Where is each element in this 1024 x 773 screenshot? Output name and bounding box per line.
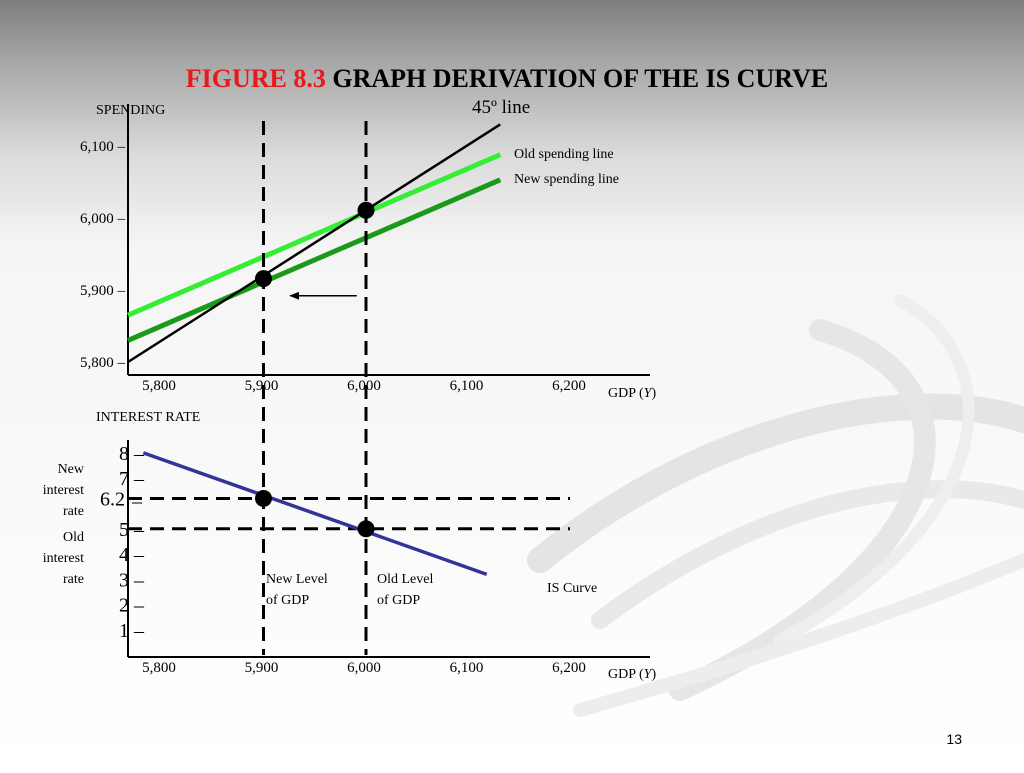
old-spending-line-label: Old spending line <box>514 147 614 162</box>
45-degree-line-label: 45º line <box>472 97 530 118</box>
decorative-swoosh <box>527 294 1024 717</box>
old-interest-rate-label: Old <box>63 530 84 545</box>
new-spending-line <box>127 177 502 343</box>
interest-x-axis-label: GDP (Y) <box>608 667 656 682</box>
spending-x-tick-label: 6,100 <box>450 378 484 394</box>
interest-y-tick-label: 7 – <box>119 468 145 490</box>
interest-y-tick-label: 3 – <box>119 569 145 591</box>
interest-y-tick-label: 2 – <box>119 595 145 617</box>
spending-x-tick-label: 5,900 <box>245 378 279 394</box>
interest-x-tick-label: 6,000 <box>347 660 381 676</box>
spending-y-tick-label: 5,800 – <box>80 355 126 371</box>
interest-y-axis-label: INTEREST RATE <box>96 410 200 425</box>
interest-x-tick-label: 6,100 <box>450 660 484 676</box>
interest-x-tick-label: 6,200 <box>552 660 586 676</box>
45-degree-line <box>127 123 501 364</box>
page-number: 13 <box>946 731 962 747</box>
interest-y-tick-label: 8 – <box>119 443 145 465</box>
new-interest-rate-label: New <box>58 462 85 477</box>
slide-title: FIGURE 8.3 GRAPH DERIVATION OF THE IS CU… <box>186 64 828 93</box>
new-spending-line-label: New spending line <box>514 172 619 187</box>
old-interest-rate-label: interest <box>43 551 84 566</box>
spending-y-tick-label: 5,900 – <box>80 283 126 299</box>
is-curve-label: IS Curve <box>547 581 597 596</box>
interest-x-tick-label: 5,900 <box>245 660 279 676</box>
figure-title: GRAPH DERIVATION OF THE IS CURVE <box>326 64 828 93</box>
interest-y-tick-mark: – <box>131 490 143 512</box>
old-level-gdp-label: of GDP <box>377 593 420 608</box>
is-curve-line <box>142 451 488 576</box>
interest-x-tick-label: 5,800 <box>142 660 176 676</box>
gdp-guide-lines <box>262 121 368 655</box>
spending-y-tick-label: 6,000 – <box>80 211 126 227</box>
interest-y-tick-label: 1 – <box>119 620 145 642</box>
spending-x-tick-label: 6,200 <box>552 378 586 394</box>
interest-rate-62-label: 6.2 <box>100 488 125 510</box>
spending-x-tick-label: 5,800 <box>142 378 176 394</box>
new-level-gdp-label: New Level <box>266 572 328 587</box>
old-level-gdp-label: Old Level <box>377 572 433 587</box>
spending-y-tick-label: 6,100 – <box>80 139 126 155</box>
old-spending-line <box>127 152 502 318</box>
spending-x-axis-label: GDP (Y) <box>608 386 656 401</box>
interest-y-tick-label: 4 – <box>119 544 145 566</box>
old-interest-rate-label: rate <box>63 572 84 587</box>
figure-number: FIGURE 8.3 <box>186 64 326 93</box>
new-interest-rate-label: interest <box>43 483 84 498</box>
spending-x-tick-label: 6,000 <box>347 378 381 394</box>
new-level-gdp-label: of GDP <box>266 593 309 608</box>
new-interest-rate-label: rate <box>63 504 84 519</box>
spending-y-axis-label: SPENDING <box>96 103 165 118</box>
